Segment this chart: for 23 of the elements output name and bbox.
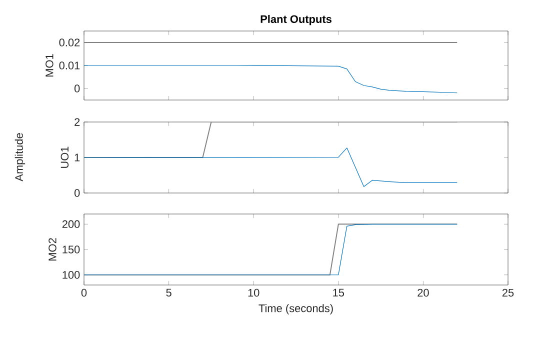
y-tick-label: 0 — [74, 84, 80, 92]
x-tick-label: 10 — [248, 288, 260, 297]
y-tick-label: 2 — [74, 118, 80, 126]
x-tick-label: 5 — [166, 288, 172, 297]
x-tick-label: 15 — [333, 288, 344, 297]
text: Amplitude — [14, 133, 26, 182]
y-tick-label: 0 — [74, 189, 80, 197]
line-series — [84, 148, 458, 187]
y-axis-title: MO1 — [46, 54, 54, 76]
x-tick-label: 20 — [418, 288, 429, 297]
y-tick-label: 0.02 — [59, 38, 80, 46]
x-tick-label: 25 — [502, 288, 514, 297]
y-axis-title: MO2 — [48, 238, 56, 260]
y-tick-label: 100 — [62, 270, 80, 279]
y-axis-title: UO1 — [60, 146, 69, 168]
x-tick-label: 0 — [81, 288, 87, 297]
chart-title: Plant Outputs — [260, 14, 332, 26]
y-tick-label: 200 — [62, 220, 80, 228]
y-tick-label: 1 — [74, 154, 80, 162]
y-tick-label: 150 — [62, 246, 80, 254]
y-tick-label: 0.01 — [59, 62, 80, 70]
x-axis-title: Time (seconds) — [258, 304, 333, 314]
line-series — [84, 65, 458, 94]
